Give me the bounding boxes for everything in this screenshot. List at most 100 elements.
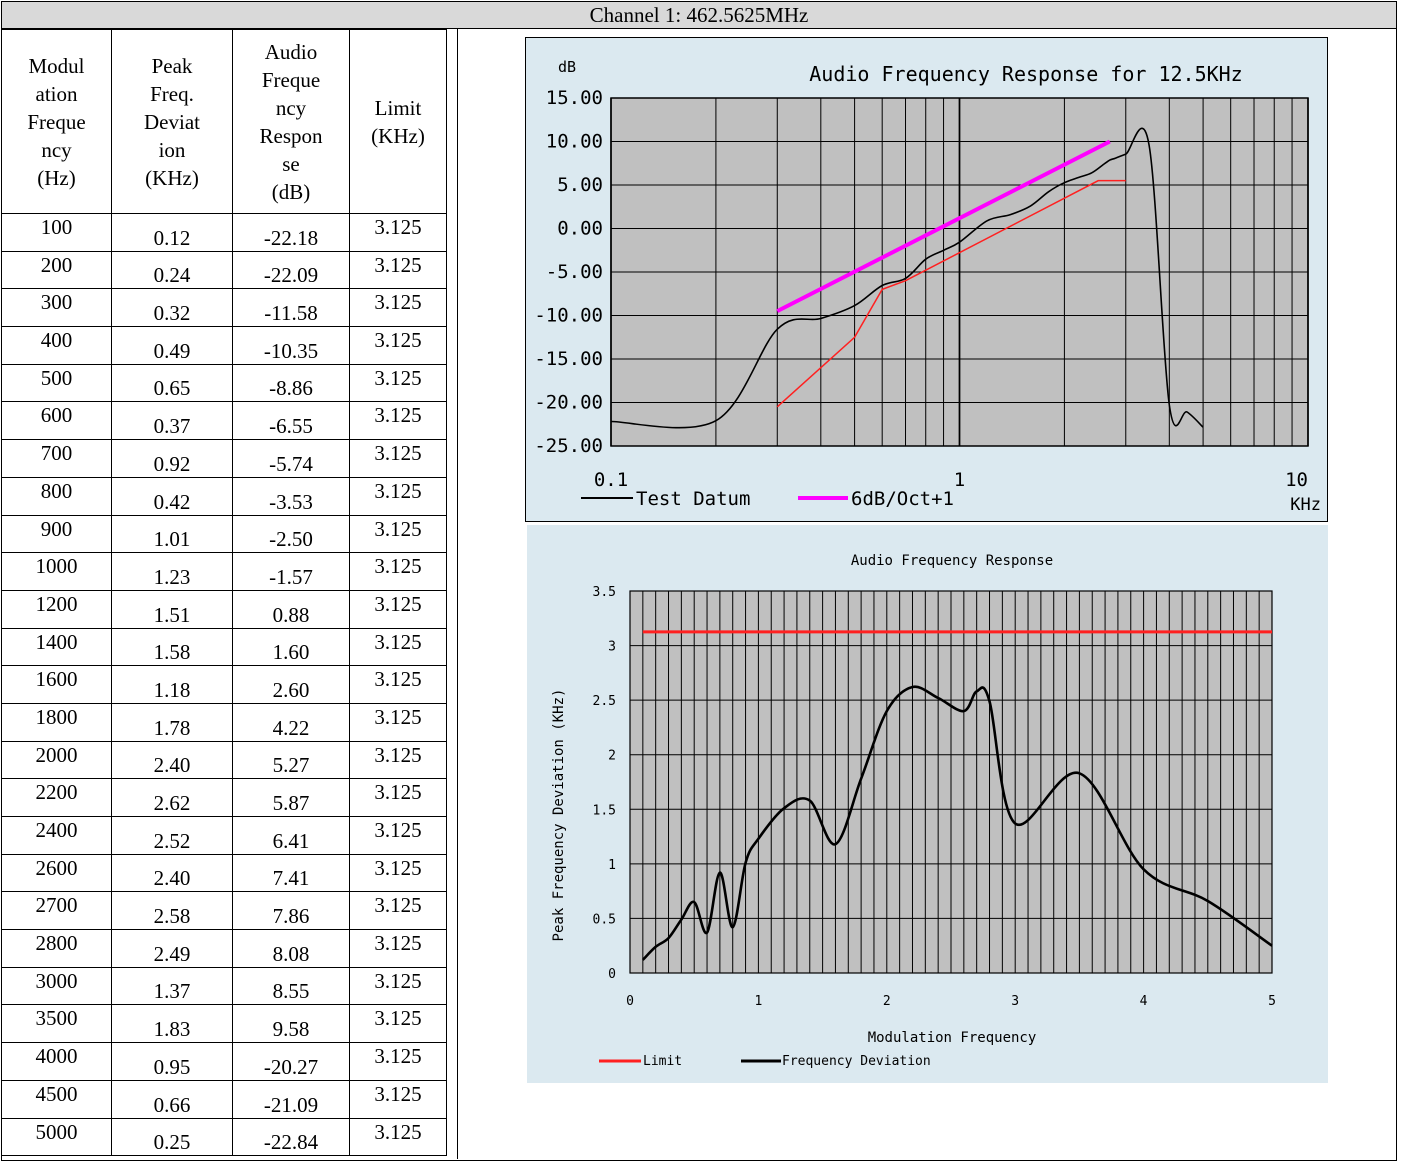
x-tick-label: 10 [1285,469,1308,491]
header-line: Deviat [144,109,200,134]
cell-audio-frequency-response: -3.53 [232,476,350,516]
table-row: 5000 0.25 -22.84 3.125 [1,1117,447,1157]
y-tick-label: 2 [608,749,616,764]
y-tick-label: -5.00 [546,261,603,283]
x-tick-label: 5 [1268,994,1276,1009]
series-line-test-datum [610,127,1204,429]
y-tick-label: 3.5 [593,585,616,600]
cell-limit: 3.125 [349,288,447,328]
cell-modulation-frequency: 900 [1,514,112,554]
header-modulation-frequency: Modul ation Freque ncy (Hz) [1,29,112,214]
cell-audio-frequency-response: -5.74 [232,439,350,478]
cell-peak-freq-deviation: 0.66 [111,1079,233,1119]
header-line: ation [35,81,78,106]
table-row: 2800 2.49 8.08 3.125 [1,929,447,968]
y-tick-label: -25.00 [534,435,603,457]
cell-audio-frequency-response: -10.35 [232,326,350,365]
cell-modulation-frequency: 200 [1,250,112,290]
cell-modulation-frequency: 1000 [1,552,112,591]
cell-audio-frequency-response: 4.22 [232,702,350,742]
cell-limit: 3.125 [349,929,447,968]
header-line: (dB) [271,179,311,204]
cell-peak-freq-deviation: 2.52 [111,816,233,855]
y-tick-label: -15.00 [534,348,603,370]
cell-limit: 3.125 [349,816,447,855]
y-tick-label: 1.5 [593,803,616,818]
cell-peak-freq-deviation: 2.49 [111,929,233,968]
cell-audio-frequency-response: 8.08 [232,929,350,968]
header-line: se [282,151,300,176]
cell-modulation-frequency: 2700 [1,891,112,931]
cell-modulation-frequency: 800 [1,476,112,516]
table-row: 4000 0.95 -20.27 3.125 [1,1042,447,1081]
cell-modulation-frequency: 1600 [1,665,112,704]
cell-peak-freq-deviation: 1.37 [111,966,233,1006]
cell-peak-freq-deviation: 2.58 [111,891,233,931]
cell-audio-frequency-response: -22.84 [232,1117,350,1157]
header-line: Peak [151,53,193,78]
header-line: Respon [259,123,323,148]
x-tick-label: 1 [754,994,762,1009]
cell-limit: 3.125 [349,213,447,252]
y-tick-label: 1 [608,858,616,873]
legend-label-6db-oct: 6dB/Oct+1 [851,488,954,510]
series-line-mask-lower [776,179,1126,408]
chart1-svg: 15.00 10.00 5.00 0.00 -5.00 -10.00 -15.00 -20.0… [534,58,1321,515]
cell-modulation-frequency: 2400 [1,816,112,855]
y-tick-label: 0 [608,967,616,982]
cell-limit: 3.125 [349,627,447,667]
header-limit: Limit (KHz) [349,29,447,214]
cell-modulation-frequency: 2600 [1,853,112,893]
table-row: 2700 2.58 7.86 3.125 [1,891,447,931]
header-line: (KHz) [371,123,425,148]
table-header-row: Modul ation Freque ncy (Hz) Peak Freq. Deviat io… [1,29,447,214]
table-row: 2200 2.62 5.87 3.125 [1,778,447,817]
cell-modulation-frequency: 600 [1,401,112,441]
cell-limit: 3.125 [349,1042,447,1081]
chart-audio-response-12-5khz: 15.00 10.00 5.00 0.00 -5.00 -10.00 -15.00 -20.0… [525,37,1328,522]
cell-peak-freq-deviation: 0.24 [111,250,233,290]
cell-peak-freq-deviation: 0.49 [111,326,233,365]
cell-limit: 3.125 [349,514,447,554]
cell-peak-freq-deviation: 1.83 [111,1004,233,1044]
header-line: Freq. [150,81,194,106]
plot-border [629,590,1273,974]
table-row: 400 0.49 -10.35 3.125 [1,326,447,365]
y-tick-label: 15.00 [546,87,603,109]
table-row: 1600 1.18 2.60 3.125 [1,665,447,704]
cell-limit: 3.125 [349,589,447,629]
table-row: 200 0.24 -22.09 3.125 [1,250,447,290]
plot-border [610,97,1309,447]
channel-header: Channel 1: 462.5625MHz [1,1,1397,29]
cell-limit: 3.125 [349,778,447,817]
cell-limit: 3.125 [349,966,447,1006]
legend-label-test-datum: Test Datum [636,488,750,510]
table-row: 300 0.32 -11.58 3.125 [1,288,447,328]
cell-audio-frequency-response: 7.86 [232,891,350,931]
y-tick-label: 0.5 [593,912,616,927]
cell-peak-freq-deviation: 1.58 [111,627,233,667]
cell-audio-frequency-response: -22.09 [232,250,350,290]
table-row: 1000 1.23 -1.57 3.125 [1,552,447,591]
y-tick-label: 5.00 [557,174,603,196]
cell-limit: 3.125 [349,326,447,365]
table-row: 100 0.12 -22.18 3.125 [1,213,447,252]
table-row: 4500 0.66 -21.09 3.125 [1,1079,447,1119]
cell-peak-freq-deviation: 2.40 [111,740,233,780]
x-tick-label: 3 [1011,994,1019,1009]
cell-peak-freq-deviation: 0.42 [111,476,233,516]
cell-peak-freq-deviation: 2.40 [111,853,233,893]
cell-modulation-frequency: 1800 [1,702,112,742]
cell-limit: 3.125 [349,853,447,893]
y-axis-unit: dB [558,58,576,76]
x-tick-label: 0 [626,994,634,1009]
header-line: ncy [275,95,307,120]
cell-audio-frequency-response: 1.60 [232,627,350,667]
header-audio-frequency-response: Audio Freque ncy Respon se (dB) [232,29,350,214]
table-body: 100 0.12 -22.18 3.125 200 0.24 -22.09 3.125 300 0… [1,213,447,1157]
table-row: 1400 1.58 1.60 3.125 [1,627,447,667]
table-row: 900 1.01 -2.50 3.125 [1,514,447,554]
cell-modulation-frequency: 4500 [1,1079,112,1119]
table-row: 1800 1.78 4.22 3.125 [1,702,447,742]
header-line: ion [158,137,186,162]
